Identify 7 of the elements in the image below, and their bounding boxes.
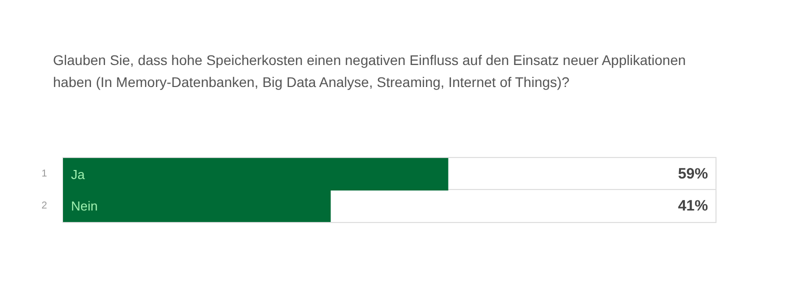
y-tick-label: Nein — [71, 198, 98, 214]
data-label: 41% — [678, 198, 708, 214]
text: 1 — [41, 168, 48, 180]
data-label: 59% — [678, 166, 708, 182]
chart-title: Glauben Sie, dass hohe Speicherkosten einen negativen Einfluss auf den Einsatz neuer Applikationen haben (In Memory-Datenbanken, Big Data Analyse, Streaming, Internet of Things)? — [53, 52, 690, 90]
y-tick-label: Ja — [71, 166, 86, 182]
text: 2 — [41, 200, 48, 212]
